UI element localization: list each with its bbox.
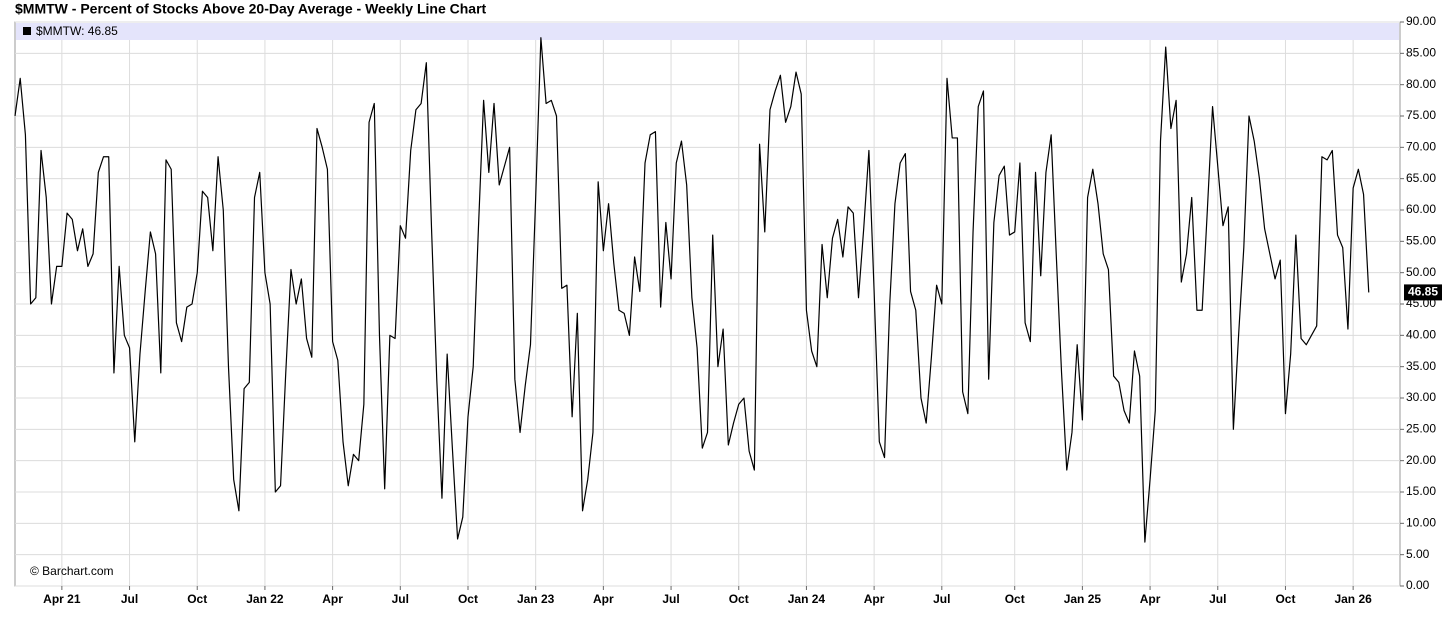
x-tick-label: Jan 24 xyxy=(788,592,826,606)
y-tick-label: 35.00 xyxy=(1406,359,1436,373)
y-tick-label: 15.00 xyxy=(1406,484,1436,498)
x-tick-label: Oct xyxy=(729,592,749,606)
x-tick-label: Apr xyxy=(322,592,343,606)
x-tick-label: Jan 25 xyxy=(1064,592,1102,606)
y-tick-label: 65.00 xyxy=(1406,171,1436,185)
y-tick-label: 30.00 xyxy=(1406,390,1436,404)
x-tick-label: Oct xyxy=(1005,592,1025,606)
x-tick-label: Apr xyxy=(864,592,885,606)
legend-label: $MMTW: 46.85 xyxy=(36,24,118,38)
y-tick-label: 75.00 xyxy=(1406,108,1436,122)
y-tick-label: 50.00 xyxy=(1406,265,1436,279)
x-tick-label: Jul xyxy=(933,592,950,606)
x-tick-label: Apr xyxy=(1140,592,1161,606)
x-tick-label: Jan 26 xyxy=(1334,592,1372,606)
y-tick-label: 25.00 xyxy=(1406,422,1436,436)
x-tick-label: Jul xyxy=(392,592,409,606)
y-tick-label: 5.00 xyxy=(1406,547,1430,561)
y-tick-label: 70.00 xyxy=(1406,140,1436,154)
y-tick-label: 60.00 xyxy=(1406,202,1436,216)
series-line xyxy=(14,37,1370,543)
x-tick-label: Oct xyxy=(187,592,207,606)
last-value-label: 46.85 xyxy=(1408,285,1438,299)
x-tick-label: Apr xyxy=(593,592,614,606)
x-tick-label: Jul xyxy=(121,592,138,606)
credit: © Barchart.com xyxy=(30,564,114,578)
y-tick-label: 40.00 xyxy=(1406,328,1436,342)
y-tick-label: 80.00 xyxy=(1406,77,1436,91)
chart-title: $MMTW - Percent of Stocks Above 20-Day A… xyxy=(15,1,487,17)
y-tick-label: 20.00 xyxy=(1406,453,1436,467)
y-tick-label: 0.00 xyxy=(1406,578,1430,592)
x-tick-label: Jan 23 xyxy=(517,592,555,606)
legend-band xyxy=(16,23,1399,40)
y-tick-label: 10.00 xyxy=(1406,516,1436,530)
y-tick-label: 85.00 xyxy=(1406,46,1436,60)
legend-swatch xyxy=(23,27,31,35)
x-tick-label: Oct xyxy=(458,592,478,606)
x-tick-label: Apr 21 xyxy=(43,592,81,606)
y-tick-label: 90.00 xyxy=(1406,14,1436,28)
x-tick-label: Oct xyxy=(1275,592,1295,606)
y-tick-label: 55.00 xyxy=(1406,234,1436,248)
x-tick-label: Jul xyxy=(662,592,679,606)
grid xyxy=(15,21,1400,587)
last-value-badge xyxy=(1404,284,1442,301)
x-tick-label: Jul xyxy=(1209,592,1226,606)
x-tick-label: Jan 22 xyxy=(246,592,284,606)
